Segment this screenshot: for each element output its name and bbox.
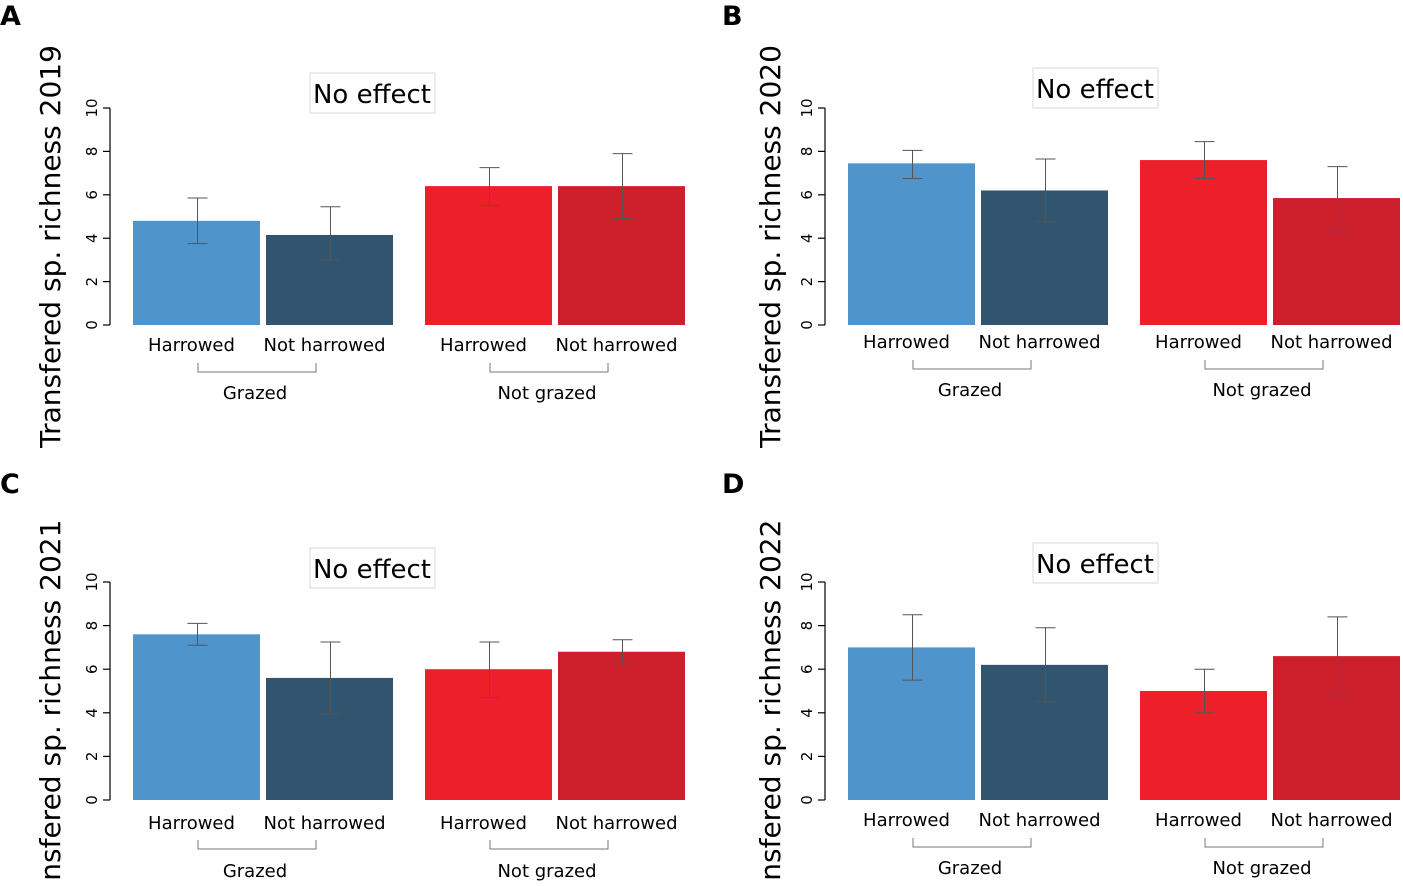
group-label: Grazed <box>223 861 287 881</box>
annotation-label: No effect <box>1036 75 1154 105</box>
y-tick-label: 6 <box>798 664 816 674</box>
bar <box>848 647 975 800</box>
bar <box>558 651 685 800</box>
panel-d: D Transfered sp. richness 2022 0 2 4 6 8 10 Harr… <box>722 469 1400 886</box>
group-bracket <box>912 838 1032 848</box>
category-label: Not harrowed <box>263 813 385 834</box>
panel-letter: A <box>0 1 21 32</box>
bar <box>558 186 685 325</box>
y-tick-label: 4 <box>798 708 816 718</box>
group-bracket <box>489 363 609 373</box>
group-label: Grazed <box>938 858 1002 879</box>
annotation-label: No effect <box>1036 550 1154 580</box>
bar <box>266 677 393 800</box>
category-label: Harrowed <box>440 813 527 834</box>
y-tick-label: 2 <box>83 752 101 762</box>
category-label: Harrowed <box>440 335 527 356</box>
group-label: Not grazed <box>1212 380 1311 401</box>
panel-b: B Transfered sp. richness 2020 0 2 4 6 8 10 Harr… <box>722 1 1400 449</box>
group-bracket <box>912 360 1032 370</box>
y-tick-label: 10 <box>83 98 101 117</box>
annotation-label: No effect <box>313 80 431 110</box>
category-label: Not harrowed <box>978 810 1100 831</box>
group-label: Grazed <box>938 380 1002 401</box>
panel-letter: D <box>722 469 744 500</box>
y-tick-label: 0 <box>798 795 816 805</box>
annotation-box <box>1032 542 1159 584</box>
y-tick-label: 0 <box>798 320 816 330</box>
panel-c: C Transfered sp. richness 2021 0 2 4 6 8 10 Harr… <box>0 469 685 886</box>
y-tick-label: 0 <box>83 795 101 805</box>
category-label: Harrowed <box>863 332 950 353</box>
y-tick-label: 10 <box>83 572 101 591</box>
bar <box>1140 160 1267 325</box>
bar <box>1140 691 1267 800</box>
y-tick-label: 2 <box>798 752 816 762</box>
y-tick-label: 8 <box>83 621 101 631</box>
category-label: Harrowed <box>1155 332 1242 353</box>
category-label: Harrowed <box>863 810 950 831</box>
y-axis-label: Transfered sp. richness 2022 <box>754 520 787 881</box>
y-tick-label: 8 <box>83 147 101 157</box>
group-bracket <box>197 363 317 373</box>
bar <box>133 220 260 325</box>
bar <box>1273 656 1400 800</box>
y-tick-label: 10 <box>798 572 816 591</box>
panel-a: A Transfered sp. richness 2019 0 2 4 6 8 10 Harr… <box>0 1 685 449</box>
y-tick-label: 4 <box>798 233 816 243</box>
group-label: Grazed <box>223 383 287 404</box>
y-tick-label: 4 <box>83 233 101 243</box>
category-label: Harrowed <box>1155 810 1242 831</box>
y-tick-label: 6 <box>83 190 101 200</box>
y-tick-label: 2 <box>83 277 101 287</box>
y-tick-label: 8 <box>798 621 816 631</box>
group-label: Not grazed <box>1212 858 1311 879</box>
bar <box>981 190 1108 325</box>
annotation-box <box>1032 67 1159 109</box>
group-label: Not grazed <box>497 861 596 881</box>
group-bracket <box>1204 838 1324 848</box>
y-tick-label: 2 <box>798 277 816 287</box>
panel-letter: B <box>722 1 743 32</box>
y-tick-label: 4 <box>83 708 101 718</box>
group-bracket <box>197 840 317 850</box>
bar <box>1273 198 1400 325</box>
category-label: Not harrowed <box>978 332 1100 353</box>
group-bracket <box>1204 360 1324 370</box>
bar <box>133 634 260 800</box>
bar <box>266 234 393 325</box>
y-axis-label: Transfered sp. richness 2020 <box>754 45 787 449</box>
bar <box>981 664 1108 800</box>
y-tick-label: 6 <box>83 664 101 674</box>
y-tick-label: 10 <box>798 98 816 117</box>
category-label: Harrowed <box>148 335 235 356</box>
y-axis-label: Transfered sp. richness 2019 <box>34 45 67 449</box>
y-axis-label: Transfered sp. richness 2021 <box>34 520 67 881</box>
y-tick-label: 0 <box>83 320 101 330</box>
bar <box>848 163 975 325</box>
category-label: Harrowed <box>148 813 235 834</box>
annotation-box <box>309 547 436 589</box>
category-label: Not harrowed <box>1270 332 1392 353</box>
annotation-label: No effect <box>313 555 431 585</box>
category-label: Not harrowed <box>555 335 677 356</box>
annotation-box <box>309 72 436 114</box>
category-label: Not harrowed <box>1270 810 1392 831</box>
panel-letter: C <box>0 469 20 500</box>
y-tick-label: 6 <box>798 190 816 200</box>
category-label: Not harrowed <box>555 813 677 834</box>
group-bracket <box>489 840 609 850</box>
bar <box>425 669 552 800</box>
y-tick-label: 8 <box>798 147 816 157</box>
category-label: Not harrowed <box>263 335 385 356</box>
group-label: Not grazed <box>497 383 596 404</box>
bar <box>425 186 552 325</box>
